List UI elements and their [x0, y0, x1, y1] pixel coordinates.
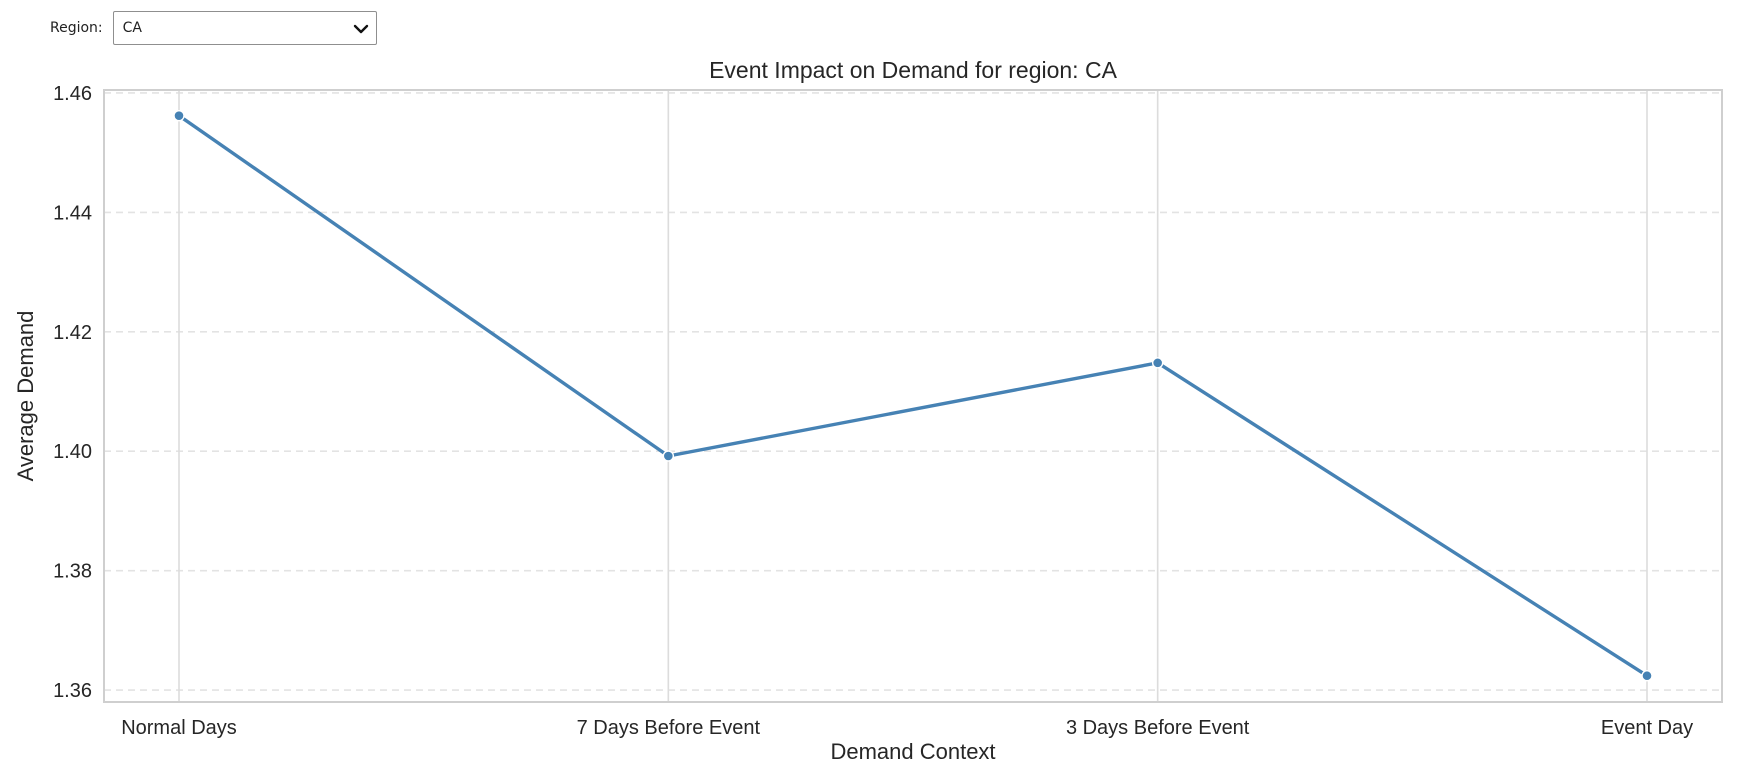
x-tick-label: Event Day [1601, 717, 1693, 739]
data-point [173, 109, 185, 122]
data-point [1151, 357, 1164, 369]
tick-layer: 1.36 1.38 1.40 1.42 1.44 1.46 Normal Days 7 Day… [53, 83, 1693, 739]
y-tick-label: 1.44 [53, 202, 92, 224]
chevron-down-icon [353, 24, 368, 33]
chart-title: Event Impact on Demand for region: CA [709, 57, 1117, 83]
y-tick-label: 1.42 [53, 322, 92, 344]
data-point [662, 450, 675, 462]
x-tick-label: 7 Days Before Event [577, 717, 761, 739]
y-tick-label: 1.38 [53, 561, 92, 583]
x-axis-title: Demand Context [830, 739, 995, 764]
region-select[interactable]: CA [112, 10, 377, 45]
x-tick-label: 3 Days Before Event [1066, 717, 1250, 739]
data-point [1641, 670, 1653, 682]
y-axis-title: Average Demand [13, 311, 38, 482]
y-tick-label: 1.40 [53, 441, 92, 463]
region-select-value: CA [122, 19, 143, 36]
region-control: Region: CA [50, 10, 377, 45]
region-label: Region: [50, 19, 103, 36]
series-line [177, 113, 1649, 678]
y-tick-label: 1.46 [53, 83, 92, 105]
series-layer [173, 109, 1653, 682]
grid-layer [104, 90, 1722, 702]
y-tick-label: 1.36 [53, 680, 92, 702]
x-tick-label: Normal Days [121, 717, 237, 739]
plot-frame [103, 89, 1723, 703]
